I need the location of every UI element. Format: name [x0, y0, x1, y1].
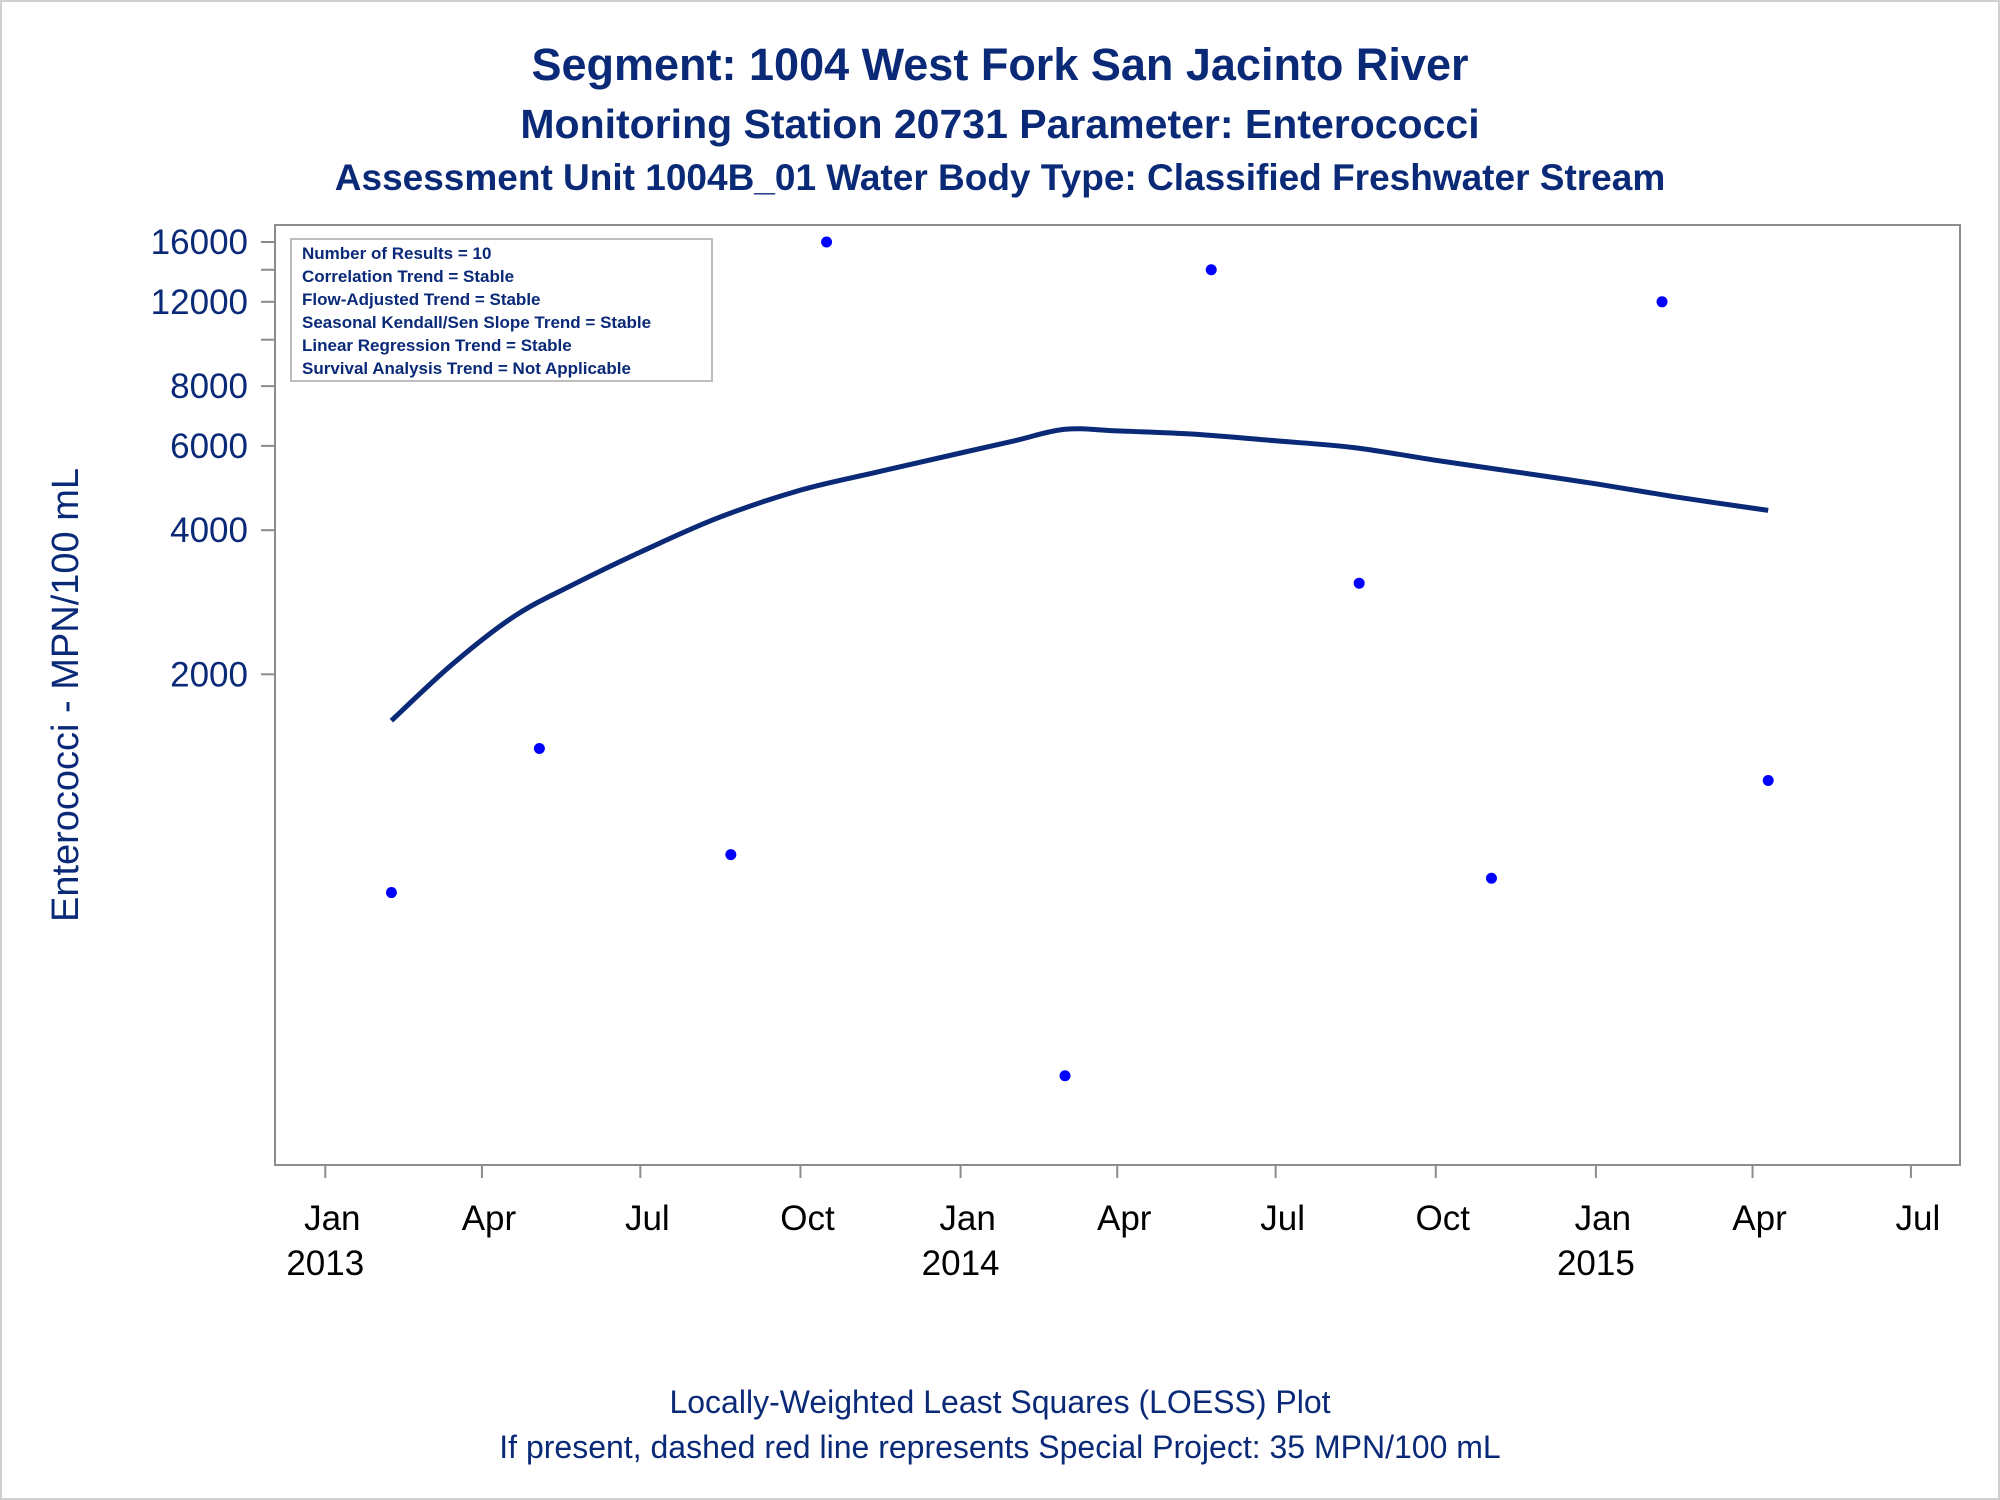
- y-tick-label: 8000: [170, 367, 248, 406]
- y-tick-label: 4000: [170, 511, 248, 550]
- y-axis: 16000 12000 8000 6000 4000 2000: [151, 223, 275, 694]
- data-point: [1353, 577, 1365, 589]
- chart-subtitle: Monitoring Station 20731 Parameter: Ente…: [520, 101, 1479, 147]
- x-tick-label: Jan: [1575, 1199, 1631, 1238]
- y-tick-label: 6000: [170, 427, 248, 466]
- x-tick-label: Jul: [1896, 1199, 1941, 1238]
- data-point: [821, 236, 833, 248]
- chart-title: Segment: 1004 West Fork San Jacinto Rive…: [531, 39, 1468, 90]
- chart-subtitle-2: Assessment Unit 1004B_01 Water Body Type…: [335, 157, 1665, 198]
- x-tick-label: Jan: [939, 1199, 995, 1238]
- data-point: [1205, 264, 1217, 276]
- y-axis-label: Enterococci - MPN/100 mL: [45, 468, 87, 922]
- x-tick-label: Jul: [1260, 1199, 1305, 1238]
- x-tick-label: Oct: [1416, 1199, 1471, 1238]
- x-tick-label: Apr: [1097, 1199, 1152, 1238]
- stats-line: Flow-Adjusted Trend = Stable: [302, 290, 541, 309]
- series-layer: [385, 236, 1774, 1082]
- stats-line: Correlation Trend = Stable: [302, 267, 514, 286]
- y-tick-label: 12000: [151, 283, 248, 322]
- x-tick-label: Jan: [304, 1199, 360, 1238]
- data-point: [1059, 1070, 1071, 1082]
- stats-line: Survival Analysis Trend = Not Applicable: [302, 359, 631, 378]
- x-tick-label: Apr: [1732, 1199, 1787, 1238]
- data-point: [533, 742, 545, 754]
- data-point: [1762, 775, 1774, 787]
- footnote-1: Locally-Weighted Least Squares (LOESS) P…: [669, 1384, 1330, 1420]
- stats-box: Number of Results = 10 Correlation Trend …: [290, 238, 713, 382]
- x-tick-label: Jul: [625, 1199, 670, 1238]
- x-axis: Jan 2013 Apr Jul Oct Jan 2014 Apr Jul Oct Jan 2015 A…: [286, 1165, 1940, 1283]
- stats-line: Seasonal Kendall/Sen Slope Trend = Stabl…: [302, 313, 651, 332]
- y-tick-label: 16000: [151, 223, 248, 262]
- x-tick-year-label: 2013: [286, 1244, 364, 1283]
- x-tick-label: Oct: [780, 1199, 835, 1238]
- stats-box-border: [290, 238, 713, 382]
- x-tick-year-label: 2014: [922, 1244, 1000, 1283]
- loess-line: [389, 426, 1769, 723]
- data-point: [1656, 296, 1668, 308]
- data-point: [1485, 872, 1497, 884]
- stats-line: Number of Results = 10: [302, 244, 491, 263]
- stats-line: Linear Regression Trend = Stable: [302, 336, 572, 355]
- x-tick-label: Apr: [462, 1199, 517, 1238]
- footnote-2: If present, dashed red line represents S…: [499, 1429, 1500, 1465]
- data-point: [385, 887, 397, 899]
- y-tick-label: 2000: [170, 655, 248, 694]
- data-point: [725, 849, 737, 861]
- x-tick-year-label: 2015: [1557, 1244, 1635, 1283]
